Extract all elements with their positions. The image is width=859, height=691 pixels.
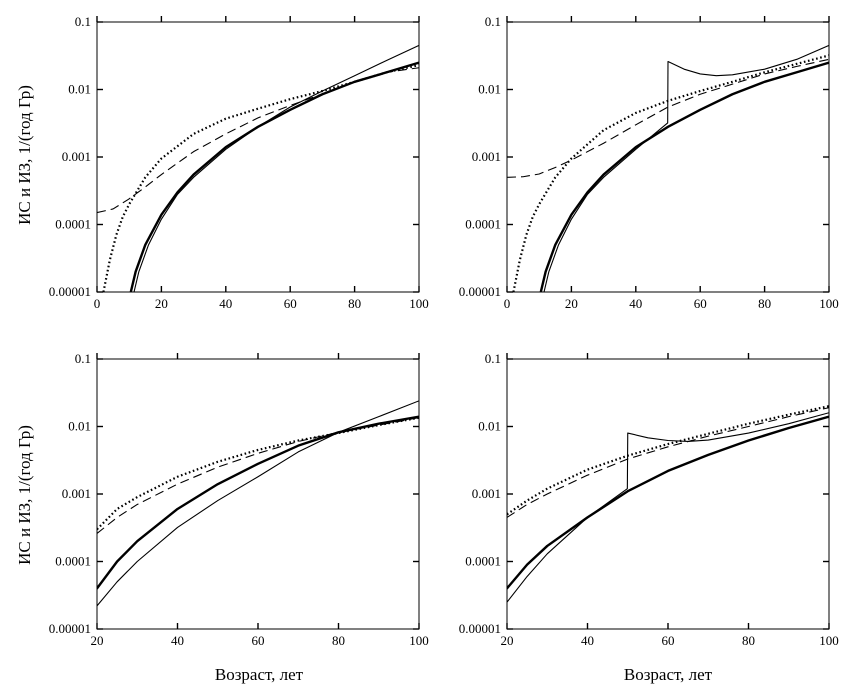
y-tick-label: 0.1 — [485, 14, 501, 29]
chart-panel-bottom-left: 20 40 60 80 100 0.00001 0.0001 0.001 0.01 0.1 — [49, 351, 429, 648]
plot-frame — [96, 21, 420, 293]
x-tick-label: 20 — [155, 296, 168, 311]
series-line-dashed — [97, 417, 419, 534]
x-tick-label: 20 — [91, 633, 104, 648]
x-tick-label: 100 — [819, 296, 839, 311]
series-line-thin — [97, 400, 419, 607]
series-line-thick — [507, 415, 829, 590]
series-line-dotted — [102, 64, 419, 292]
plot-frame — [96, 358, 420, 630]
y-tick-label: 0.001 — [472, 486, 501, 501]
y-tick-label: 0.00001 — [459, 284, 501, 299]
y-tick-label: 0.1 — [75, 14, 91, 29]
x-tick-label: 60 — [694, 296, 707, 311]
x-tick-label: 60 — [252, 633, 265, 648]
series-line-dotted — [507, 405, 829, 516]
y-tick-label: 0.001 — [472, 149, 501, 164]
y-axis-title-top: ИС и ИЗ, 1/(год Гр) — [15, 85, 34, 225]
chart-panels: 0 20 40 60 80 100 0.00001 0.0001 0.001 0.01 0.1 0 20… — [49, 14, 839, 648]
x-tick-label: 80 — [348, 296, 361, 311]
y-tick-label: 0.1 — [75, 351, 91, 366]
x-axis-title-right: Возраст, лет — [624, 665, 713, 684]
y-tick-label: 0.00001 — [49, 621, 91, 636]
x-tick-label: 20 — [565, 296, 578, 311]
series-line-thin — [543, 44, 829, 292]
series-line-thin — [133, 44, 419, 292]
y-tick-label: 0.01 — [68, 419, 91, 434]
y-tick-label: 0.01 — [478, 82, 501, 97]
series-line-dotted — [97, 416, 419, 531]
y-tick-label: 0.00001 — [459, 621, 501, 636]
chart-panel-top-left: 0 20 40 60 80 100 0.00001 0.0001 0.001 0.01 0.1 — [49, 14, 429, 311]
x-tick-label: 40 — [629, 296, 642, 311]
x-tick-label: 0 — [94, 296, 101, 311]
series-line-thick — [129, 61, 419, 292]
y-axis-title-bottom: ИС и ИЗ, 1/(год Гр) — [15, 425, 34, 565]
y-tick-label: 0.01 — [68, 82, 91, 97]
y-tick-label: 0.0001 — [465, 554, 501, 569]
x-tick-label: 0 — [504, 296, 511, 311]
series-line-dotted — [512, 54, 829, 292]
y-tick-label: 0.0001 — [465, 217, 501, 232]
x-axis-title-left: Возраст, лет — [215, 665, 304, 684]
x-tick-label: 100 — [819, 633, 839, 648]
y-tick-label: 0.01 — [478, 419, 501, 434]
x-tick-label: 100 — [409, 633, 429, 648]
series-line-dashed — [507, 58, 829, 178]
x-tick-label: 40 — [219, 296, 232, 311]
y-tick-label: 0.0001 — [55, 554, 91, 569]
chart-panel-top-right: 0 20 40 60 80 100 0.00001 0.0001 0.001 0.01 0.1 — [459, 14, 839, 311]
x-tick-label: 40 — [171, 633, 184, 648]
x-tick-label: 60 — [284, 296, 297, 311]
y-tick-label: 0.1 — [485, 351, 501, 366]
plot-frame — [506, 358, 830, 630]
series-line-thick — [539, 61, 829, 292]
x-tick-label: 80 — [332, 633, 345, 648]
x-tick-label: 100 — [409, 296, 429, 311]
chart-panel-bottom-right: 20 40 60 80 100 0.00001 0.0001 0.001 0.01 0.1 — [459, 351, 839, 648]
x-tick-label: 80 — [742, 633, 755, 648]
y-tick-label: 0.0001 — [55, 217, 91, 232]
series-line-thin — [507, 412, 829, 603]
x-tick-label: 20 — [501, 633, 514, 648]
series-line-dashed — [97, 67, 419, 214]
y-tick-label: 0.001 — [62, 149, 91, 164]
x-tick-label: 40 — [581, 633, 594, 648]
series-line-dashed — [507, 407, 829, 518]
y-tick-label: 0.00001 — [49, 284, 91, 299]
x-tick-label: 80 — [758, 296, 771, 311]
x-tick-label: 60 — [662, 633, 675, 648]
series-line-thick — [97, 415, 419, 590]
y-tick-label: 0.001 — [62, 486, 91, 501]
